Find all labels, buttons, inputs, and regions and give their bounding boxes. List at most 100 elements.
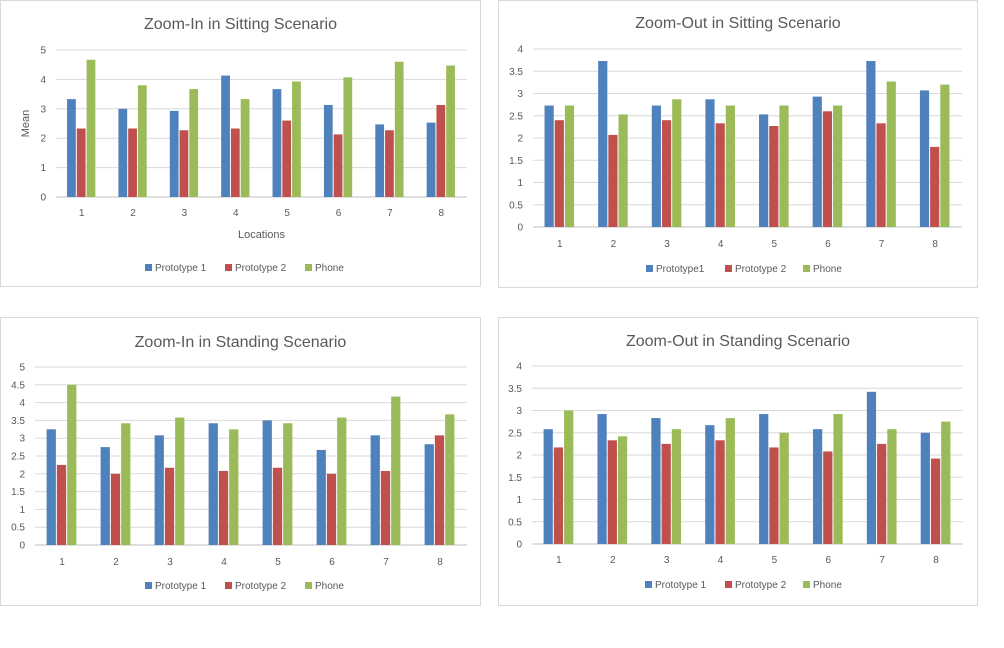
bar-prototype-2-loc-3 [661, 120, 672, 227]
y-tick-label: 4 [40, 75, 46, 86]
bar-prototype-1-loc-6 [323, 104, 333, 197]
bar-prototype-1-loc-1 [46, 429, 56, 545]
bar-prototype-2-loc-7 [380, 470, 391, 545]
bar-prototype-1-loc-8 [920, 432, 930, 544]
y-tick-label: 3.5 [508, 384, 522, 395]
x-tick-label: 2 [113, 557, 119, 568]
legend-swatch [645, 581, 652, 588]
bar-phone-loc-3 [671, 429, 682, 544]
bar-prototype1-loc-2 [598, 61, 608, 227]
x-tick-label: 2 [610, 555, 616, 566]
legend-label: Prototype 2 [735, 580, 787, 591]
bar-prototype-1-loc-6 [812, 429, 823, 544]
x-tick-label: 3 [182, 208, 188, 219]
legend-label: Prototype 2 [735, 264, 787, 275]
y-tick-label: 5 [19, 363, 25, 374]
bar-prototype1-loc-5 [759, 114, 769, 227]
bar-prototype-2-loc-5 [769, 447, 779, 544]
bar-phone-loc-5 [779, 432, 789, 544]
y-tick-label: 0 [516, 540, 522, 551]
bar-prototype-1-loc-5 [262, 420, 272, 545]
y-tick-label: 5 [40, 46, 46, 57]
bar-phone-loc-5 [283, 423, 293, 545]
bar-prototype-2-loc-2 [607, 440, 617, 544]
legend-swatch [803, 581, 810, 588]
chart-title: Zoom-In in Sitting Scenario [144, 16, 337, 33]
y-tick-label: 4 [517, 45, 523, 56]
bar-phone-loc-8 [445, 414, 455, 545]
x-tick-label: 7 [879, 239, 885, 250]
x-tick-label: 3 [664, 239, 670, 250]
y-tick-label: 2.5 [509, 111, 523, 122]
legend-label: Phone [315, 581, 344, 592]
bar-prototype-2-loc-8 [436, 104, 446, 197]
y-tick-label: 0 [40, 193, 46, 204]
y-tick-label: 3.5 [509, 67, 523, 78]
x-tick-label: 8 [932, 239, 938, 250]
bar-phone-loc-1 [564, 410, 574, 544]
y-tick-label: 4 [19, 398, 25, 409]
bar-prototype-2-loc-8 [930, 458, 941, 544]
x-tick-label: 3 [664, 555, 670, 566]
legend-swatch [803, 265, 810, 272]
bar-prototype-2-loc-2 [608, 134, 618, 227]
x-tick-label: 6 [825, 239, 831, 250]
legend-label: Prototype1 [656, 264, 705, 275]
bar-prototype-2-loc-1 [56, 464, 67, 545]
legend-label: Prototype 1 [155, 581, 207, 592]
bar-prototype1-loc-1 [544, 105, 554, 227]
y-tick-label: 1 [516, 495, 522, 506]
bar-prototype-2-loc-6 [333, 134, 343, 197]
x-tick-label: 8 [439, 208, 445, 219]
bar-phone-loc-7 [887, 429, 897, 544]
bar-prototype-1-loc-4 [221, 75, 230, 197]
bar-phone-loc-7 [886, 81, 896, 227]
bar-prototype-1-loc-5 [759, 414, 769, 544]
y-tick-label: 3 [517, 89, 523, 100]
y-tick-label: 2 [19, 469, 25, 480]
x-tick-label: 2 [611, 239, 617, 250]
bar-prototype-1-loc-8 [424, 444, 434, 545]
y-tick-label: 2 [517, 134, 523, 145]
y-tick-label: 0.5 [509, 200, 523, 211]
bar-phone-loc-4 [725, 105, 735, 227]
bar-prototype-2-loc-6 [823, 451, 833, 544]
bar-prototype-2-loc-3 [661, 443, 671, 544]
bar-prototype-2-loc-4 [218, 470, 229, 545]
x-tick-label: 4 [221, 557, 227, 568]
bar-prototype-1-loc-1 [67, 99, 76, 197]
bar-prototype-1-loc-5 [272, 89, 282, 197]
x-tick-label: 1 [79, 208, 85, 219]
bar-prototype-1-loc-3 [651, 418, 661, 544]
bar-phone-loc-2 [618, 114, 628, 227]
bar-prototype-1-loc-7 [375, 124, 385, 197]
bar-prototype-2-loc-7 [876, 123, 886, 227]
legend-swatch [145, 264, 152, 271]
legend-label: Prototype 1 [655, 580, 707, 591]
y-tick-label: 1 [517, 178, 523, 189]
bar-prototype-2-loc-4 [715, 123, 725, 227]
legend-label: Phone [315, 263, 344, 274]
bar-prototype-1-loc-2 [100, 447, 110, 545]
x-tick-label: 1 [556, 555, 562, 566]
bar-phone-loc-5 [292, 81, 301, 197]
x-tick-label: 3 [167, 557, 173, 568]
y-tick-label: 1.5 [11, 487, 25, 498]
bar-phone-loc-6 [833, 105, 843, 227]
legend-swatch [305, 264, 312, 271]
bar-phone-loc-1 [86, 59, 96, 198]
y-tick-label: 2.5 [508, 428, 522, 439]
x-tick-label: 4 [718, 239, 724, 250]
bar-phone-loc-2 [137, 85, 147, 197]
x-axis-label: Locations [238, 229, 286, 241]
bar-prototype-1-loc-3 [169, 110, 179, 197]
y-tick-label: 3 [516, 406, 522, 417]
bar-prototype-1-loc-7 [370, 435, 380, 545]
bar-prototype-2-loc-1 [553, 447, 564, 544]
chart-panel-zoom-in-standing: Zoom-In in Standing Scenario 0 0.5 1 1.5 2 2.5… [0, 317, 481, 606]
bar-phone-loc-1 [67, 384, 77, 545]
legend-swatch [725, 581, 732, 588]
legend-swatch [646, 265, 653, 272]
y-tick-label: 3 [40, 104, 46, 115]
y-tick-label: 2 [516, 451, 522, 462]
